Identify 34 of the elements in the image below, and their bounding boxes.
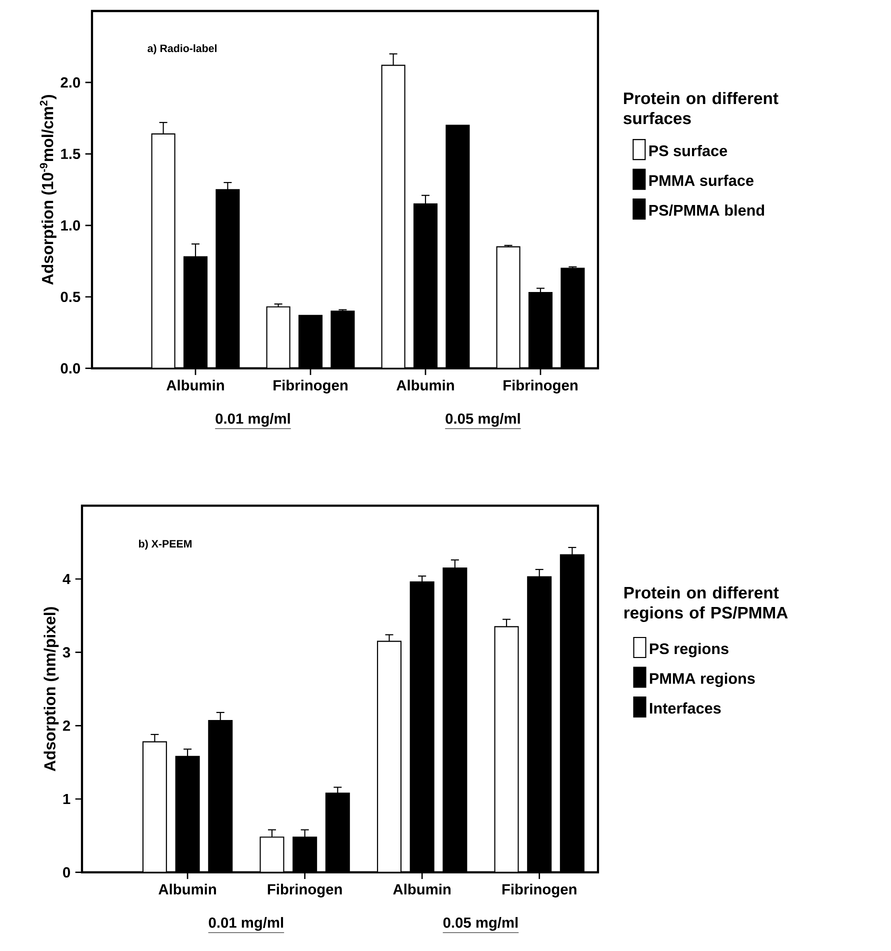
legend-label: Interfaces (650, 702, 721, 714)
y-tick-label: 1.5 (61, 148, 80, 160)
legend-title: Protein on different surfaces (624, 92, 778, 124)
legend-label: PS/PMMA blend (649, 204, 764, 216)
annotation: a) Radio-label (148, 44, 216, 54)
y-axis-title: Adsorption (10$^{-9}$mol/cm$^{2}$) (40, 94, 56, 285)
y-tick-label: 0.0 (60, 363, 80, 374)
y-tick-label: 1.0 (61, 220, 80, 231)
text: 0.01 mg/ml (216, 413, 290, 427)
y-tick-label: 2.0 (60, 77, 80, 88)
legend-label: PMMA surface (649, 174, 754, 186)
text: 0.05 mg/ml (446, 413, 520, 427)
y-tick-label: 1 (63, 794, 70, 804)
y-tick-label: 0.5 (60, 292, 80, 302)
text: 0.05 mg/ml (443, 917, 518, 931)
legend-label: PMMA regions (650, 672, 755, 688)
x-tick-label: Albumin (158, 884, 216, 894)
x-tick-label: Fibrinogen (502, 884, 576, 898)
x-tick-label: Fibrinogen (268, 884, 342, 898)
y-axis-title: Adsorption (nm/pixel) (44, 607, 59, 772)
y-tick-label: 4 (62, 574, 71, 584)
x-tick-label: Fibrinogen (274, 380, 348, 394)
legend-label: PS regions (650, 642, 728, 658)
legend-label: PS surface (649, 144, 728, 156)
x-tick-label: Albumin (166, 380, 224, 390)
annotation: b) X-PEEM (139, 540, 192, 550)
legend-title: Protein on different regions of PS/PMMA (624, 586, 788, 622)
y-tick-label: 2 (62, 720, 70, 731)
x-tick-label: Albumin (396, 380, 454, 390)
y-tick-label: 3 (62, 647, 70, 658)
text: 0.01 mg/ml (208, 917, 284, 931)
y-tick-label: 0 (63, 867, 70, 878)
x-tick-label: Fibrinogen (504, 380, 578, 394)
x-tick-label: Albumin (393, 884, 451, 894)
